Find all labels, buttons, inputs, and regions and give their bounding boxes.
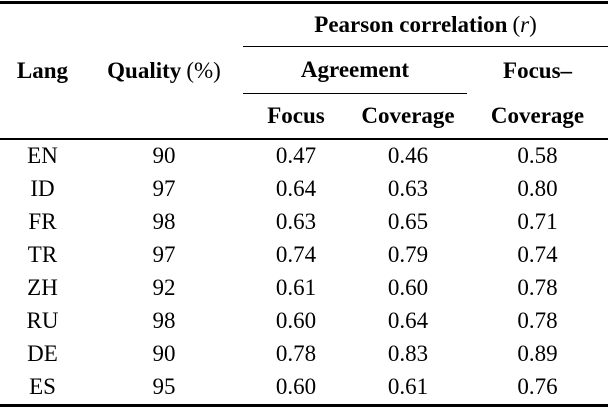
table-row: TR 97 0.74 0.79 0.74 xyxy=(0,239,608,272)
cell-agreement-coverage: 0.60 xyxy=(387,275,429,301)
table-row: ES 95 0.60 0.61 0.76 xyxy=(0,371,608,406)
cell-focus-coverage: 0.78 xyxy=(517,308,558,334)
col-header-pearson-group: Pearson correlation (r) xyxy=(243,2,608,47)
table-row: EN 90 0.47 0.46 0.58 xyxy=(0,139,608,173)
cell-agreement-focus: 0.60 xyxy=(275,374,317,400)
cell-lang: ZH xyxy=(27,275,58,301)
header-row-group: Lang Quality (%) Pearson correlation (r) xyxy=(0,2,608,140)
col-header-focus: Focus xyxy=(243,93,349,140)
cell-focus-coverage: 0.78 xyxy=(517,275,558,301)
math-r: r xyxy=(520,11,530,37)
cell-agreement-focus: 0.78 xyxy=(275,341,317,367)
header-row-leaf: Focus Coverage xyxy=(0,93,608,140)
cell-quality: 97 xyxy=(152,242,176,268)
table-row: RU 98 0.60 0.64 0.78 xyxy=(0,305,608,338)
cell-quality: 90 xyxy=(152,341,176,367)
focus-coverage-line1: Focus– xyxy=(503,57,573,83)
col-header-focus-coverage: Focus– Coverage xyxy=(467,46,608,140)
cell-lang: FR xyxy=(28,209,57,235)
cell-agreement-focus: 0.47 xyxy=(275,143,317,169)
paren-open: ( xyxy=(512,11,521,37)
cell-focus-coverage: 0.74 xyxy=(517,242,558,268)
table-row: ZH 92 0.61 0.60 0.78 xyxy=(0,272,608,305)
cell-focus-coverage: 0.80 xyxy=(517,176,558,202)
cell-lang: ID xyxy=(30,176,55,202)
cell-quality: 98 xyxy=(152,209,176,235)
quality-unit: (%) xyxy=(186,57,221,83)
cell-quality: 98 xyxy=(152,308,176,334)
cell-agreement-coverage: 0.83 xyxy=(387,341,429,367)
cell-agreement-coverage: 0.64 xyxy=(387,308,429,334)
cell-lang: ES xyxy=(29,374,56,400)
cell-agreement-focus: 0.61 xyxy=(275,275,317,301)
cell-focus-coverage: 0.58 xyxy=(517,143,558,169)
col-header-coverage: Coverage xyxy=(349,93,467,140)
cell-quality: 92 xyxy=(152,275,176,301)
cell-agreement-coverage: 0.63 xyxy=(387,176,429,202)
header-row-subgroup: Agreement Focus– Coverage xyxy=(0,46,608,140)
cell-agreement-coverage: 0.61 xyxy=(387,374,429,400)
table-row: ID 97 0.64 0.63 0.80 xyxy=(0,173,608,206)
table-body: EN 90 0.47 0.46 0.58 ID 97 0.64 0.63 0.8… xyxy=(0,139,608,406)
col-header-quality: Quality (%) xyxy=(85,2,243,140)
cell-agreement-focus: 0.74 xyxy=(275,242,317,268)
pearson-label: Pearson correlation xyxy=(314,11,508,37)
cell-agreement-coverage: 0.65 xyxy=(387,209,429,235)
cell-quality: 97 xyxy=(152,176,176,202)
cell-focus-coverage: 0.76 xyxy=(517,374,558,400)
cell-focus-coverage: 0.89 xyxy=(517,341,558,367)
cell-agreement-focus: 0.64 xyxy=(275,176,317,202)
cell-focus-coverage: 0.71 xyxy=(517,209,558,235)
focus-coverage-line2: Coverage xyxy=(490,102,585,128)
cell-agreement-focus: 0.60 xyxy=(275,308,317,334)
cell-quality: 95 xyxy=(152,374,176,400)
col-header-agreement-group: Agreement xyxy=(243,46,467,94)
pearson-math-r: (r) xyxy=(512,12,536,37)
cell-agreement-coverage: 0.46 xyxy=(387,143,429,169)
paren-close: ) xyxy=(529,11,537,37)
col-header-lang: Lang xyxy=(0,2,85,140)
cell-quality: 90 xyxy=(152,143,176,169)
cell-agreement-coverage: 0.79 xyxy=(387,242,429,268)
quality-label: Quality xyxy=(107,57,182,83)
cell-lang: EN xyxy=(27,143,58,169)
cell-agreement-focus: 0.63 xyxy=(275,209,317,235)
table-row: DE 90 0.78 0.83 0.89 xyxy=(0,338,608,371)
cell-lang: DE xyxy=(27,341,58,367)
cell-lang: TR xyxy=(27,242,58,268)
cell-lang: RU xyxy=(26,308,59,334)
table-header: Lang Quality (%) Pearson correlation (r) A… xyxy=(0,2,608,140)
table-row: FR 98 0.63 0.65 0.71 xyxy=(0,206,608,239)
